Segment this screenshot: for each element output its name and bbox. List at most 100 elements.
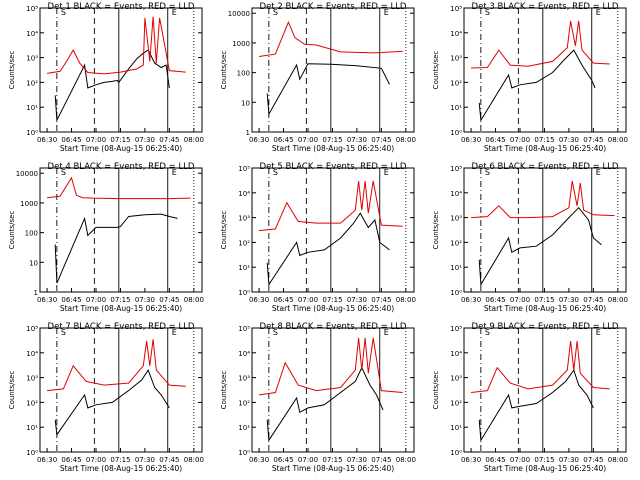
y-axis-label: Counts/sec: [432, 51, 440, 90]
series-line-lld: [259, 337, 403, 396]
x-tick-label: 07:15: [322, 296, 342, 304]
x-tick-label: 07:30: [347, 296, 367, 304]
chart-title: Det 7 BLACK = Events, RED = LLD: [48, 322, 195, 332]
y-tick-label: 10³: [238, 215, 250, 223]
x-tick-label: 08:00: [608, 136, 628, 144]
x-tick-label: 07:30: [347, 136, 367, 144]
y-tick-label: 10¹: [450, 104, 462, 112]
y-tick-label: 10³: [26, 375, 38, 383]
x-tick-label: 06:30: [37, 136, 57, 144]
y-tick-label: 1000: [232, 40, 250, 48]
x-axis-label: Start Time (08-Aug-15 06:25:40): [60, 304, 182, 313]
x-tick-label: 08:00: [184, 296, 204, 304]
y-tick-label: 1: [246, 129, 250, 137]
marker-label-s: S: [61, 8, 66, 17]
y-tick-label: 10⁵: [450, 325, 462, 333]
x-tick-label: 06:30: [37, 296, 57, 304]
x-tick-label: 06:30: [249, 296, 269, 304]
y-tick-label: 10⁵: [238, 165, 250, 173]
y-axis-label: Counts/sec: [8, 211, 16, 250]
x-tick-label: 08:00: [608, 456, 628, 464]
plot-frame: [251, 7, 415, 133]
marker-label-e: E: [384, 168, 389, 177]
x-tick-label: 07:00: [86, 456, 106, 464]
x-tick-label: 07:00: [298, 136, 318, 144]
x-tick-label: 07:00: [510, 296, 530, 304]
y-tick-label: 10⁴: [450, 350, 462, 358]
plot-frame: [39, 167, 203, 293]
x-tick-label: 06:45: [273, 136, 293, 144]
chart-title: Det 9 BLACK = Events, RED = LLD: [472, 322, 619, 332]
series-line-events: [54, 213, 178, 284]
x-tick-label: 07:30: [135, 456, 155, 464]
x-axis-label: Start Time (08-Aug-15 06:25:40): [60, 464, 182, 473]
y-tick-label: 10²: [450, 239, 462, 247]
y-tick-label: 10³: [450, 55, 462, 63]
y-tick-label: 10²: [450, 79, 462, 87]
y-tick-label: 10²: [238, 399, 250, 407]
series-line-events: [266, 212, 390, 286]
y-tick-label: 10³: [450, 375, 462, 383]
y-tick-label: 10⁴: [238, 190, 250, 198]
x-tick-label: 06:45: [273, 456, 293, 464]
chart-title: Det 5 BLACK = Events, RED = LLD: [260, 162, 407, 172]
x-tick-label: 08:00: [396, 296, 416, 304]
x-tick-label: 07:15: [534, 136, 554, 144]
x-tick-label: 06:30: [249, 136, 269, 144]
x-tick-label: 07:45: [371, 456, 391, 464]
x-tick-label: 06:45: [61, 136, 81, 144]
y-tick-label: 10000: [16, 170, 38, 178]
x-tick-label: 06:30: [461, 456, 481, 464]
y-axis-label: Counts/sec: [8, 371, 16, 410]
y-axis-label: Counts/sec: [220, 51, 228, 90]
x-tick-label: 08:00: [184, 136, 204, 144]
series-line-lld: [259, 180, 403, 232]
y-tick-label: 10¹: [238, 264, 250, 272]
x-axis-label: Start Time (08-Aug-15 06:25:40): [484, 304, 606, 313]
y-tick-label: 10⁵: [450, 165, 462, 173]
y-tick-label: 10⁴: [450, 30, 462, 38]
x-tick-label: 07:45: [159, 296, 179, 304]
x-tick-label: 07:30: [135, 136, 155, 144]
y-tick-label: 10⁵: [238, 325, 250, 333]
marker-label-e: E: [172, 328, 177, 337]
series-line-events: [54, 369, 170, 437]
y-tick-label: 10⁴: [26, 350, 38, 358]
y-tick-label: 10¹: [238, 424, 250, 432]
plot-frame: [463, 167, 627, 293]
y-tick-label: 10³: [238, 375, 250, 383]
x-tick-label: 07:45: [159, 456, 179, 464]
series-line-lld: [471, 20, 610, 69]
x-tick-label: 06:45: [61, 296, 81, 304]
y-tick-label: 10¹: [450, 424, 462, 432]
x-tick-label: 07:45: [583, 296, 603, 304]
series-line-lld: [259, 20, 403, 57]
y-axis-label: Counts/sec: [8, 51, 16, 90]
x-tick-label: 06:30: [461, 136, 481, 144]
marker-label-s: S: [485, 168, 490, 177]
x-tick-label: 07:15: [110, 456, 130, 464]
marker-label-s: S: [61, 328, 66, 337]
x-tick-label: 08:00: [184, 456, 204, 464]
chart-title: Det 4 BLACK = Events, RED = LLD: [48, 162, 195, 172]
y-tick-label: 10: [29, 259, 38, 267]
y-tick-label: 10²: [26, 399, 38, 407]
marker-label-e: E: [596, 328, 601, 337]
marker-label-e: E: [172, 8, 177, 17]
x-axis-label: Start Time (08-Aug-15 06:25:40): [484, 144, 606, 153]
y-axis-label: Counts/sec: [432, 371, 440, 410]
y-tick-label: 10⁰: [450, 449, 462, 457]
y-tick-label: 10²: [450, 399, 462, 407]
x-tick-label: 08:00: [608, 296, 628, 304]
x-tick-label: 07:15: [534, 296, 554, 304]
x-tick-label: 07:15: [110, 296, 130, 304]
x-tick-label: 06:45: [485, 136, 505, 144]
x-tick-label: 07:30: [135, 296, 155, 304]
y-tick-label: 1000: [20, 200, 38, 208]
chart-title: Det 6 BLACK = Events, RED = LLD: [472, 162, 619, 172]
